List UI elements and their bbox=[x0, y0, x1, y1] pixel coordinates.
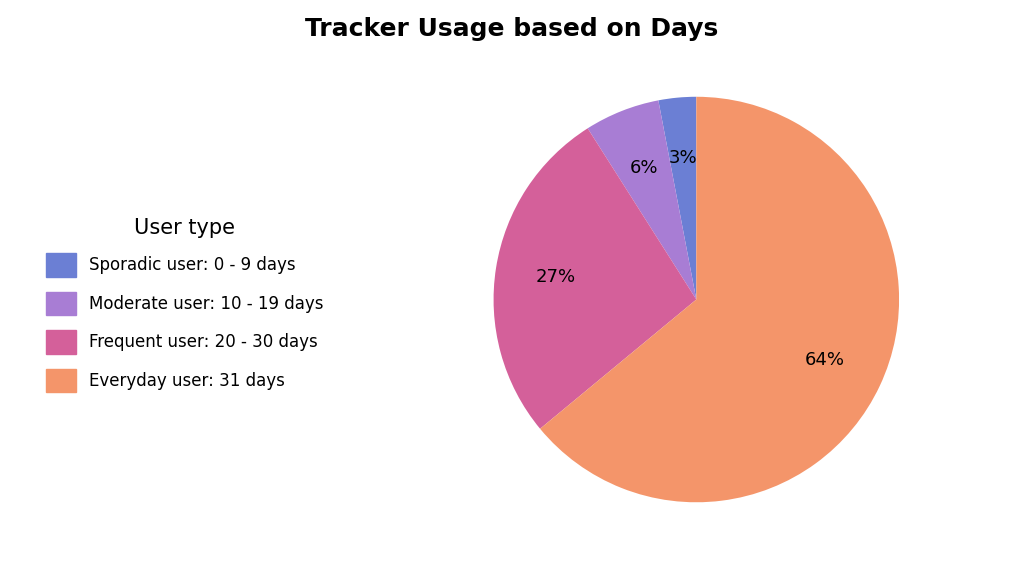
Text: Tracker Usage based on Days: Tracker Usage based on Days bbox=[305, 17, 719, 41]
Wedge shape bbox=[588, 100, 696, 300]
Wedge shape bbox=[494, 128, 696, 429]
Text: 3%: 3% bbox=[669, 149, 697, 167]
Legend: Sporadic user: 0 - 9 days, Moderate user: 10 - 19 days, Frequent user: 20 - 30 d: Sporadic user: 0 - 9 days, Moderate user… bbox=[39, 211, 330, 399]
Wedge shape bbox=[540, 97, 899, 502]
Text: 64%: 64% bbox=[805, 351, 845, 369]
Text: 6%: 6% bbox=[630, 158, 658, 177]
Wedge shape bbox=[658, 97, 696, 300]
Text: 27%: 27% bbox=[537, 268, 577, 286]
